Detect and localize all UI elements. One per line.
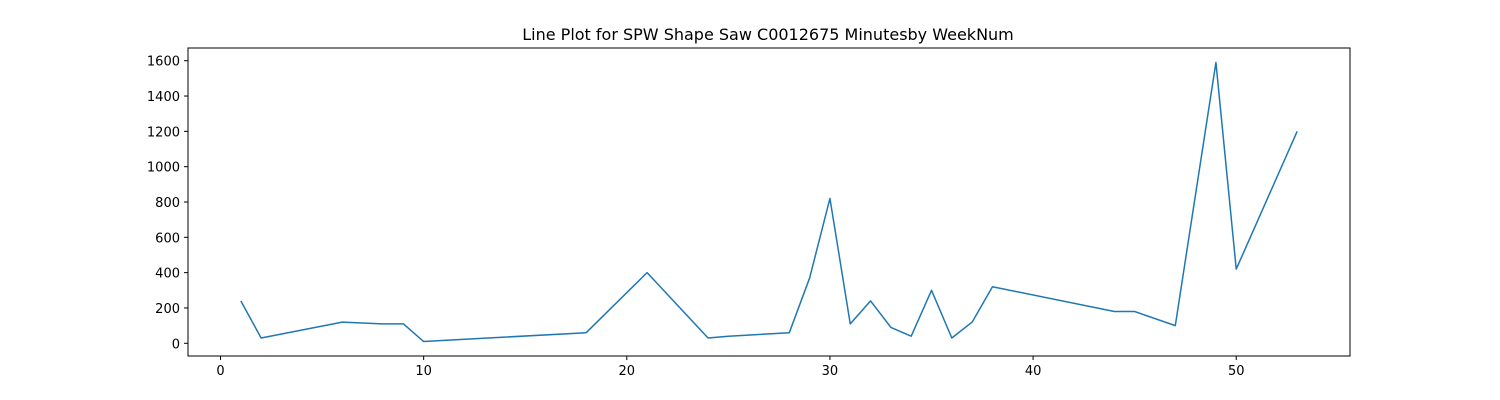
- x-tick-label: 50: [1228, 364, 1245, 379]
- plot-area: 0 10 20 30 40 50 0 200 400 600 800 1000 1200 1400 1600: [147, 47, 1351, 379]
- chart-title: Line Plot for SPW Shape Saw C0012675 Min…: [522, 25, 1014, 44]
- y-tick-label: 200: [155, 302, 180, 317]
- x-tick-label: 10: [415, 364, 432, 379]
- y-tick-label: 1000: [147, 161, 180, 176]
- x-tick-label: 30: [822, 364, 839, 379]
- series-line-0: [240, 61, 1298, 343]
- y-tick-label: 1200: [147, 125, 180, 140]
- x-tick-label: 20: [619, 364, 636, 379]
- y-tick-label: 1400: [147, 90, 180, 105]
- x-tick-label: 0: [216, 364, 224, 379]
- x-tick-label: 40: [1025, 364, 1042, 379]
- plot-frame: [187, 47, 1351, 357]
- y-tick-label: 600: [155, 231, 180, 246]
- y-tick-label: 400: [155, 267, 180, 282]
- y-tick-label: 1600: [147, 55, 180, 70]
- y-tick-label: 800: [155, 196, 180, 211]
- y-tick-label: 0: [172, 337, 180, 352]
